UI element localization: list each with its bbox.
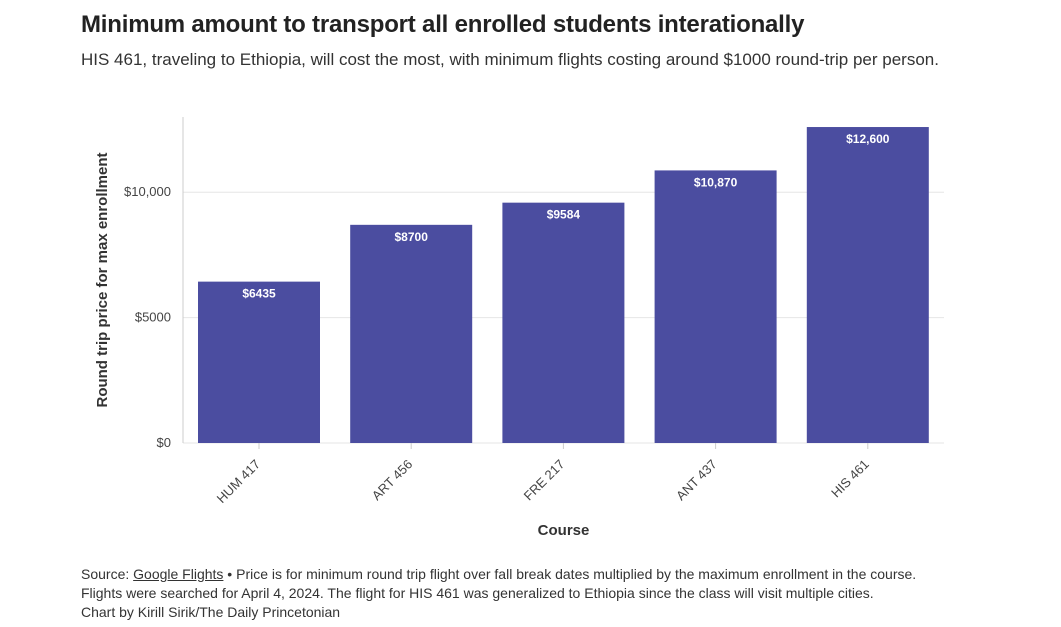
bar-value-label: $9584: [547, 208, 581, 222]
bar: [806, 127, 929, 444]
y-tick-label: $5000: [135, 310, 171, 325]
footer-source-line: Source: Google Flights • Price is for mi…: [81, 565, 1041, 584]
bar: [350, 224, 473, 443]
bars: [198, 127, 929, 444]
source-note: • Price is for minimum round trip flight…: [223, 566, 917, 582]
source-prefix: Source:: [81, 566, 134, 582]
x-tick-label: FRE 217: [521, 457, 568, 504]
x-axis-title: Course: [538, 522, 590, 539]
bar-value-label: $10,870: [694, 175, 738, 189]
x-tick-label: ANT 437: [673, 457, 720, 504]
bar: [502, 202, 625, 443]
footer: Source: Google Flights • Price is for mi…: [81, 565, 1041, 622]
y-tick-label: $0: [157, 435, 171, 450]
bar-chart: $6435 $8700 $9584 $10,870 $12,600 $0 $5000 $10…: [94, 117, 944, 539]
chart-subtitle: HIS 461, traveling to Ethiopia, will cos…: [81, 50, 939, 69]
source-link[interactable]: Google Flights: [133, 566, 224, 582]
x-tick-label: HUM 417: [214, 457, 263, 506]
bar-value-label: $6435: [242, 287, 276, 301]
footer-search-note: Flights were searched for April 4, 2024.…: [81, 585, 874, 601]
x-axis-ticks: HUM 417 ART 456 FRE 217 ANT 437 HIS 461: [214, 443, 872, 506]
chart-title: Minimum amount to transport all enrolled…: [81, 11, 805, 38]
x-tick-label: ART 456: [369, 457, 416, 504]
bar: [198, 281, 320, 443]
chart-credit: Chart by Kirill Sirik/The Daily Princeto…: [81, 604, 341, 620]
bar: [654, 170, 777, 443]
y-axis-title: Round trip price for max enrollment: [94, 152, 111, 407]
y-tick-label: $10,000: [124, 184, 171, 199]
bar-value-labels: $6435 $8700 $9584 $10,870 $12,600: [242, 132, 889, 301]
bar-value-label: $12,600: [846, 132, 890, 146]
bar-value-label: $8700: [395, 230, 429, 244]
y-axis-ticks: $0 $5000 $10,000: [124, 184, 171, 450]
x-tick-label: HIS 461: [828, 457, 872, 501]
